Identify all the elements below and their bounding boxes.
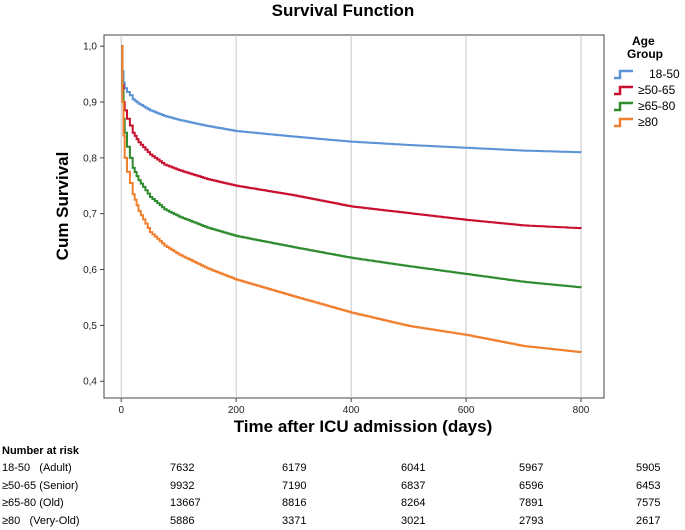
risk-count: 6041 [401,460,425,478]
legend: Age Group 18-50 ≥50-65 ≥65-80 ≥80 [614,34,680,129]
risk-count: 3021 [401,513,425,530]
legend-label: 18-50 [649,67,680,81]
x-tick-label: 200 [228,405,245,416]
risk-table-row: ≥80 (Very-Old) 5886 3371 3021 2793 2617 [0,513,685,530]
risk-count: 6596 [519,478,543,496]
risk-count: 5905 [636,460,660,478]
legend-swatch [614,71,633,78]
legend-title-line-1: Age [632,34,655,48]
y-tick-label: 0,8 [83,153,97,164]
risk-row-label: 18-50 (Adult) [2,460,72,478]
risk-table-row: ≥50-65 (Senior) 9932 7190 6837 6596 6453 [0,478,685,496]
risk-row-label: ≥80 (Very-Old) [2,513,80,530]
risk-count: 7632 [170,460,194,478]
risk-count: 7891 [519,495,543,513]
risk-count: 8264 [401,495,425,513]
legend-label: ≥80 [638,115,658,129]
y-tick-label: 0,6 [83,265,97,276]
legend-swatch [614,103,633,110]
x-axis-ticks: 0 200 400 600 800 [118,398,589,416]
risk-count: 6179 [282,460,306,478]
risk-row-label: ≥65-80 (Old) [2,495,64,513]
risk-count: 3371 [282,513,306,530]
risk-count: 9932 [170,478,194,496]
risk-table-row: ≥65-80 (Old) 13667 8816 8264 7891 7575 [0,495,685,513]
x-tick-label: 600 [458,405,475,416]
legend-swatch [614,119,633,126]
y-tick-label: 0,7 [83,209,97,220]
risk-count: 5886 [170,513,194,530]
x-tick-label: 400 [343,405,360,416]
y-axis-title: Cum Survival [53,152,72,261]
risk-table-row: 18-50 (Adult) 7632 6179 6041 5967 5905 [0,460,685,478]
y-tick-label: 1,0 [83,42,97,53]
y-tick-label: 0,5 [83,321,97,332]
risk-count: 6837 [401,478,425,496]
risk-count: 2793 [519,513,543,530]
x-tick-label: 800 [573,405,590,416]
risk-count: 7190 [282,478,306,496]
y-tick-label: 0,9 [83,98,97,109]
x-axis-title: Time after ICU admission (days) [234,417,493,436]
risk-count: 6453 [636,478,660,496]
risk-count: 13667 [170,495,201,513]
legend-title-line-2: Group [627,47,663,61]
legend-label: ≥50-65 [638,83,676,97]
risk-count: 8816 [282,495,306,513]
risk-count: 2617 [636,513,660,530]
legend-title: Age Group [627,34,663,61]
risk-table-header: Number at risk [0,443,685,460]
risk-row-label: ≥50-65 (Senior) [2,478,78,496]
y-axis-ticks: 0,4 0,5 0,6 0,7 0,8 0,9 1,0 [83,42,104,388]
x-tick-label: 0 [118,405,124,416]
risk-table: Number at risk 18-50 (Adult) 7632 6179 6041… [0,443,685,530]
y-tick-label: 0,4 [83,377,97,388]
risk-count: 5967 [519,460,543,478]
legend-label: ≥65-80 [638,99,676,113]
chart-title: Survival Function [272,1,415,20]
risk-count: 7575 [636,495,660,513]
survival-chart: Survival Function Cum Survival Time afte… [0,0,685,443]
legend-swatch [614,87,633,94]
